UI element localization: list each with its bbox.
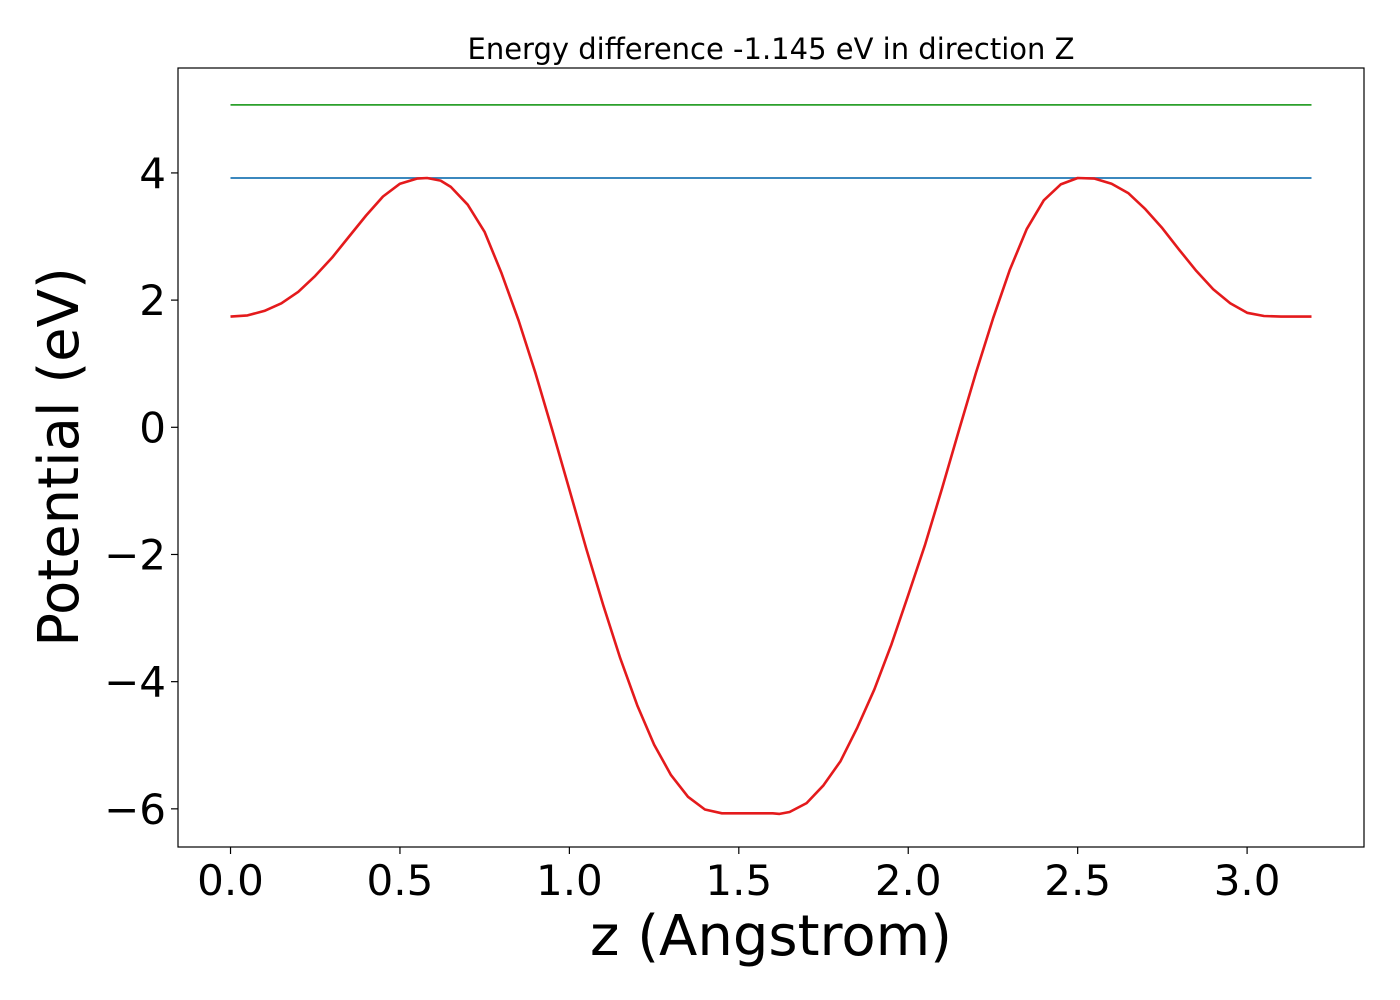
x-tick-label: 0.5	[367, 856, 434, 905]
chart-title: Energy difference -1.145 eV in direction…	[468, 32, 1075, 66]
plot-frame	[177, 67, 1365, 848]
x-tick-label: 0.0	[197, 856, 264, 905]
y-tick-label: −4	[104, 658, 166, 707]
series-line-3	[230, 176, 1312, 816]
y-tick-label: 4	[139, 149, 166, 198]
x-tick-label: 2.0	[875, 856, 942, 905]
x-tick-label: 2.5	[1044, 856, 1111, 905]
y-tick-label: −6	[104, 785, 166, 834]
x-axis-label: z (Angstrom)	[590, 904, 952, 969]
y-tick-label: 2	[139, 276, 166, 325]
y-axis: −6 −4 −2 0 2 4	[104, 149, 178, 834]
x-axis: 0.0 0.5 1.0 1.5 2.0 2.5 3.0	[197, 847, 1280, 905]
plot-area	[230, 104, 1312, 816]
y-axis-label: Potential (eV)	[27, 267, 92, 647]
y-tick-label: 0	[139, 403, 166, 452]
x-tick-label: 1.0	[536, 856, 603, 905]
x-tick-label: 3.0	[1214, 856, 1281, 905]
x-tick-label: 1.5	[705, 856, 772, 905]
y-tick-label: −2	[104, 530, 166, 579]
